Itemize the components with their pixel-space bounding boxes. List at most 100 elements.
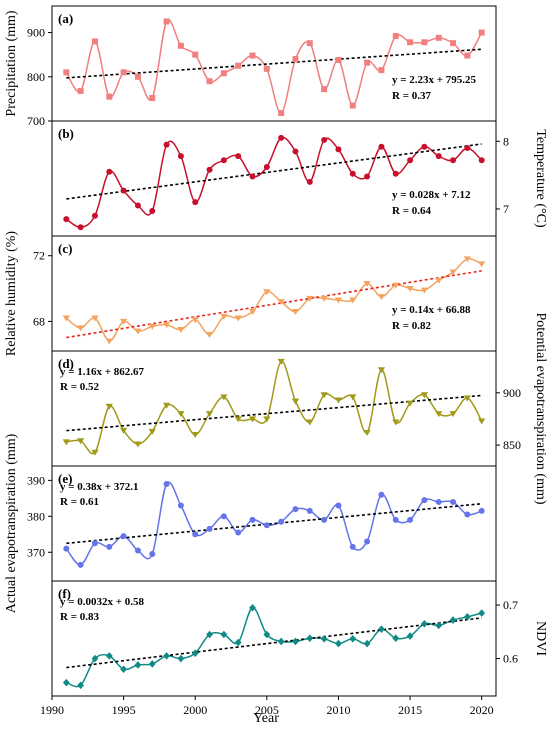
data-point — [277, 299, 285, 306]
panel-3: 68 72 Relative humidity (%) (c) y = 0.14x + … — [4, 231, 497, 356]
data-point — [235, 529, 242, 536]
series-line — [66, 607, 482, 688]
data-point — [478, 157, 485, 164]
data-point — [120, 318, 128, 325]
trend-r-value: R = 0.83 — [60, 611, 99, 623]
data-point — [163, 141, 170, 148]
panel-tag: (d) — [58, 356, 74, 371]
data-point — [191, 649, 199, 658]
data-point — [106, 168, 113, 175]
data-point — [407, 157, 414, 164]
trend-r-value: R = 0.37 — [392, 90, 431, 102]
panel-2: 7 8 Temperature (°C) (b) y = 0.028x + 7.12 R … — [51, 120, 548, 237]
data-point — [449, 616, 457, 624]
data-point — [292, 637, 299, 646]
data-point — [421, 39, 428, 46]
data-point — [277, 637, 285, 646]
y-tick-label: 900 — [27, 26, 45, 40]
data-point — [392, 419, 400, 426]
data-point — [420, 392, 428, 399]
data-point — [321, 136, 328, 143]
data-point — [306, 419, 314, 426]
y-axis-label: Temperature (°C) — [533, 129, 548, 228]
data-point — [478, 507, 485, 514]
data-point — [349, 394, 357, 401]
data-point — [435, 498, 442, 505]
panel-frame — [51, 580, 497, 697]
data-point — [205, 331, 214, 338]
data-point — [220, 513, 227, 520]
data-point — [220, 70, 227, 77]
trend-r-value: R = 0.64 — [392, 205, 431, 217]
data-point — [363, 281, 371, 288]
panels-group: 700 800 900 Precipitation (mm) (a) y = 2.23x … — [4, 5, 548, 697]
x-tick-label: 2015 — [398, 703, 422, 717]
x-axis: 1990 1995 2000 2005 2010 2015 2020 — [40, 696, 494, 717]
data-point — [463, 613, 471, 621]
series-line — [65, 481, 482, 566]
data-point — [292, 506, 299, 513]
data-point — [134, 73, 141, 80]
data-point — [234, 416, 242, 423]
data-point — [363, 429, 371, 436]
data-point — [263, 289, 271, 296]
data-point — [177, 502, 184, 509]
panel-tag: (e) — [58, 471, 72, 486]
panel-tag: (c) — [58, 241, 72, 256]
data-point — [407, 39, 414, 46]
data-point — [91, 449, 99, 456]
y-tick-label: 72 — [33, 249, 45, 263]
data-point — [105, 652, 113, 660]
data-point — [235, 153, 242, 160]
data-point — [77, 224, 84, 231]
trend-line — [66, 143, 482, 200]
data-point — [220, 157, 227, 164]
y-tick-label: 370 — [27, 545, 45, 559]
data-point — [406, 285, 414, 292]
data-point — [449, 269, 457, 276]
panel-6: 0.6 0.7 NDVI (f)y = 0.0032x + 0.58 R = 0.83 — [51, 580, 548, 697]
data-point — [392, 634, 400, 643]
data-point — [450, 498, 457, 505]
data-point — [120, 69, 127, 76]
trend-equation: y = 2.23x + 795.25 — [392, 74, 477, 86]
data-point — [334, 297, 343, 304]
trend-equation: y = 0.028x + 7.12 — [392, 189, 471, 201]
data-point — [263, 522, 270, 529]
data-point — [220, 313, 228, 320]
data-point — [220, 630, 228, 639]
data-point — [91, 654, 99, 663]
data-point — [278, 110, 285, 117]
data-point — [206, 166, 213, 173]
panel-frame — [51, 120, 497, 237]
data-point — [91, 315, 99, 322]
data-point — [177, 327, 185, 334]
data-point — [378, 143, 385, 150]
y-axis-label: Actual evapotranspiration (mm) — [4, 433, 19, 613]
data-point — [120, 187, 127, 194]
trend-equation: y = 0.38x + 372.1 — [60, 481, 139, 493]
trend-equation: y = 1.16x + 862.67 — [60, 366, 145, 378]
data-point — [378, 67, 385, 74]
trend-r-value: R = 0.52 — [60, 381, 99, 393]
data-point — [134, 328, 142, 335]
data-point — [91, 38, 98, 45]
trend-line — [66, 394, 482, 432]
data-point — [234, 315, 242, 322]
data-point — [377, 294, 386, 301]
x-tick-label: 1995 — [112, 703, 136, 717]
data-point — [62, 439, 70, 446]
trend-line — [66, 502, 482, 545]
data-point — [364, 173, 371, 180]
x-tick-label: 2020 — [470, 703, 494, 717]
y-tick-label: 7 — [503, 202, 509, 216]
panel-tag: (a) — [58, 11, 73, 26]
data-point — [249, 52, 256, 59]
data-point — [392, 282, 400, 289]
y-tick-label: 900 — [503, 386, 521, 400]
data-point — [206, 78, 213, 85]
trend-line — [66, 48, 482, 79]
trend-equation: y = 0.14x + 66.88 — [392, 304, 471, 316]
data-point — [263, 65, 270, 72]
data-point — [191, 432, 199, 439]
